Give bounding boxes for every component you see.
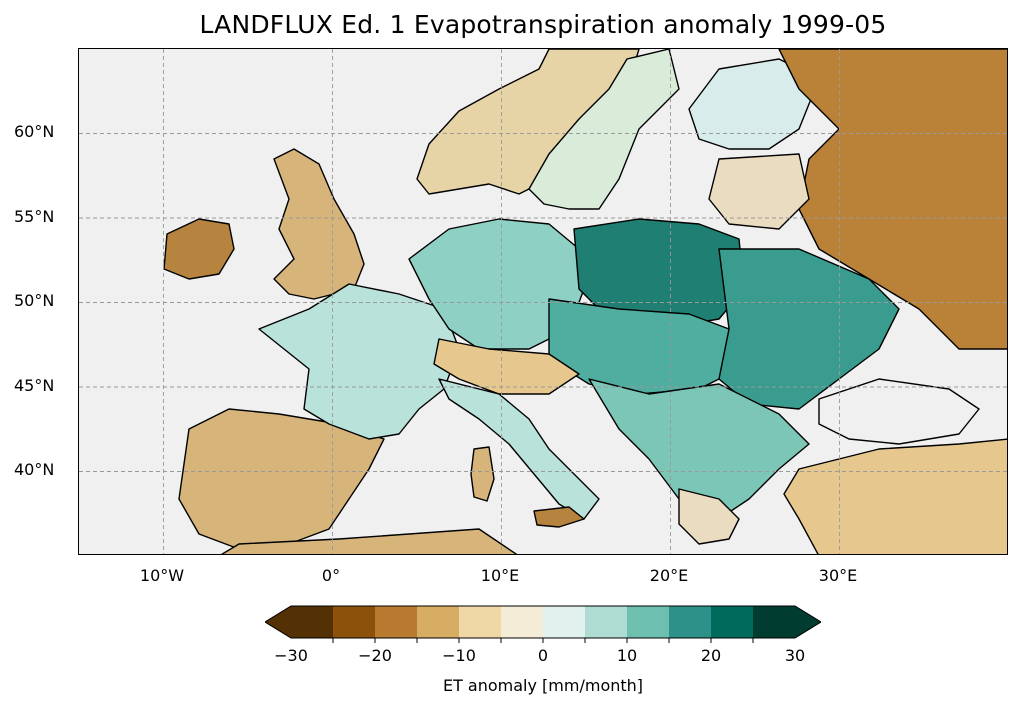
colorbar-bin xyxy=(501,606,544,638)
sardinia xyxy=(470,446,495,502)
north-africa xyxy=(220,528,518,554)
lon-label-30e: 30°E xyxy=(818,566,858,585)
colorbar-tick-label: −30 xyxy=(274,646,308,665)
colorbar-extend-high xyxy=(795,606,821,638)
lon-label-10w: 10°W xyxy=(139,566,185,585)
colorbar-bin xyxy=(459,606,502,638)
colorbar-tick-label: −10 xyxy=(442,646,476,665)
colorbar-bin xyxy=(585,606,628,638)
colorbar-tick-label: 0 xyxy=(537,646,549,665)
colorbar-title: ET anomaly [mm/month] xyxy=(442,676,644,695)
map-canvas xyxy=(79,49,1007,554)
baltics xyxy=(708,153,810,230)
colorbar-bin xyxy=(333,606,376,638)
great-britain xyxy=(273,148,365,300)
lat-label-40n: 40°N xyxy=(14,460,55,479)
balkans xyxy=(588,378,810,520)
greece xyxy=(678,488,740,545)
colorbar-tick-label: 10 xyxy=(616,646,638,665)
colorbar-bin xyxy=(669,606,712,638)
graticule xyxy=(79,49,1007,554)
ireland xyxy=(163,218,235,280)
france xyxy=(258,283,460,440)
turkey xyxy=(783,438,1007,554)
lat-label-55n: 55°N xyxy=(14,207,55,226)
colorbar-bin xyxy=(543,606,586,638)
colorbar-bin xyxy=(375,606,418,638)
sicily xyxy=(533,506,585,528)
colorbar-tick-label: −20 xyxy=(358,646,392,665)
alps-switzerland-austria xyxy=(433,338,580,395)
colorbar-tick-label: 30 xyxy=(784,646,806,665)
colorbar-bin xyxy=(711,606,754,638)
lat-label-45n: 45°N xyxy=(14,376,55,395)
map-title: LANDFLUX Ed. 1 Evapotranspiration anomal… xyxy=(199,10,887,39)
lon-label-10e: 10°E xyxy=(480,566,520,585)
lat-label-60n: 60°N xyxy=(14,122,55,141)
colorbar-bin xyxy=(291,606,334,638)
map-panel[interactable] xyxy=(78,48,1008,555)
colorbar-bin xyxy=(417,606,460,638)
colorbar-bin xyxy=(627,606,670,638)
russia-west xyxy=(778,49,1007,350)
colorbar-outline xyxy=(265,605,821,639)
italy xyxy=(438,378,600,520)
lat-label-50n: 50°N xyxy=(14,291,55,310)
black-sea xyxy=(818,378,980,445)
romania-ukraine xyxy=(718,248,900,410)
lon-label-20e: 20°E xyxy=(649,566,689,585)
colorbar-extend-low xyxy=(265,606,291,638)
lon-label-0: 0° xyxy=(321,566,341,585)
finland xyxy=(688,58,820,150)
sweden-region xyxy=(528,49,680,210)
colorbar xyxy=(265,605,821,643)
colorbar-tick-label: 20 xyxy=(700,646,722,665)
colorbar-bin xyxy=(753,606,796,638)
land-masses xyxy=(163,49,1007,554)
